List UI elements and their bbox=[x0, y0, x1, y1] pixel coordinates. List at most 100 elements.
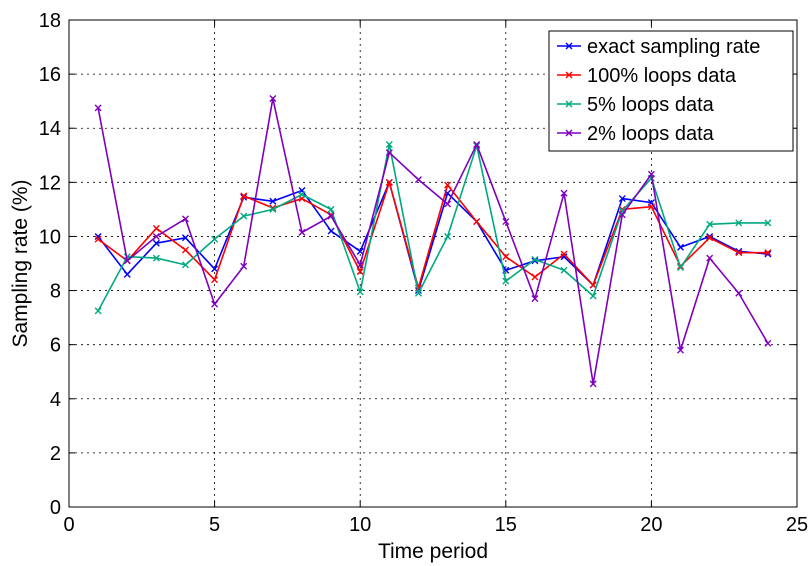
legend-label: 100% loops data bbox=[587, 65, 737, 87]
data-point bbox=[735, 219, 743, 227]
series-line bbox=[97, 181, 768, 292]
legend-item: 2% loops data bbox=[557, 123, 715, 145]
series-line bbox=[97, 181, 768, 289]
data-point bbox=[764, 249, 772, 257]
data-point bbox=[327, 227, 335, 235]
data-point bbox=[444, 181, 452, 189]
y-tick-label: 18 bbox=[39, 10, 61, 32]
y-tick-label: 8 bbox=[50, 281, 61, 303]
data-point bbox=[385, 149, 393, 157]
data-point bbox=[560, 250, 568, 258]
data-point bbox=[647, 203, 655, 211]
legend-marker bbox=[565, 100, 573, 108]
data-point bbox=[735, 249, 743, 257]
legend-label: 2% loops data bbox=[587, 123, 715, 145]
y-tick-label: 2 bbox=[50, 443, 61, 465]
data-point bbox=[502, 277, 510, 285]
x-tick-label: 20 bbox=[640, 514, 662, 536]
data-point bbox=[444, 200, 452, 208]
data-point bbox=[677, 243, 685, 251]
y-tick-label: 10 bbox=[39, 226, 61, 248]
y-tick-label: 4 bbox=[50, 389, 61, 411]
data-point bbox=[706, 234, 714, 242]
data-point bbox=[269, 197, 277, 205]
data-point bbox=[181, 246, 189, 254]
data-point bbox=[327, 205, 335, 213]
data-point bbox=[589, 292, 597, 300]
data-point bbox=[677, 264, 685, 272]
legend-box bbox=[548, 30, 794, 152]
series-line bbox=[97, 97, 769, 385]
x-tick-label: 5 bbox=[209, 514, 220, 536]
data-point bbox=[211, 300, 219, 308]
legend-marker bbox=[565, 71, 573, 79]
data-point bbox=[531, 273, 539, 281]
data-point bbox=[181, 215, 189, 223]
data-point bbox=[152, 239, 160, 247]
data-point bbox=[502, 218, 510, 226]
data-point bbox=[677, 346, 685, 354]
y-tick-label: 0 bbox=[50, 497, 61, 519]
data-point bbox=[618, 195, 626, 203]
data-point bbox=[152, 254, 160, 262]
y-tick-label: 16 bbox=[39, 64, 61, 86]
legend-label: exact sampling rate bbox=[587, 36, 760, 58]
data-point bbox=[94, 235, 102, 243]
data-point bbox=[560, 189, 568, 197]
y-tick-label: 6 bbox=[50, 335, 61, 357]
y-tick-label: 14 bbox=[39, 118, 61, 140]
series-group bbox=[94, 94, 772, 388]
data-point bbox=[356, 261, 364, 269]
data-point bbox=[706, 220, 714, 228]
data-point bbox=[152, 232, 160, 240]
data-point bbox=[502, 253, 510, 261]
data-point bbox=[269, 94, 277, 102]
data-point bbox=[181, 234, 189, 242]
axis-ticks: 0 5 10 15 20 25 0 2 4 6 8 10 12 14 16 18 bbox=[39, 10, 808, 536]
data-point bbox=[385, 140, 393, 148]
legend: exact sampling rate 100% loops data 5% loo… bbox=[548, 30, 794, 152]
legend-item: exact sampling rate bbox=[557, 36, 760, 58]
legend-marker bbox=[565, 129, 573, 137]
data-point bbox=[706, 254, 714, 262]
data-point bbox=[444, 232, 452, 240]
data-point bbox=[211, 235, 219, 243]
legend-item: 5% loops data bbox=[557, 94, 715, 116]
data-point bbox=[531, 295, 539, 303]
data-point bbox=[531, 257, 539, 265]
data-point bbox=[94, 232, 102, 240]
x-tick-label: 10 bbox=[349, 514, 371, 536]
data-point bbox=[240, 192, 248, 200]
x-tick-label: 25 bbox=[786, 514, 808, 536]
data-point bbox=[356, 247, 364, 255]
x-tick-label: 15 bbox=[495, 514, 517, 536]
series-3 bbox=[94, 140, 772, 315]
data-point bbox=[473, 218, 481, 226]
data-point bbox=[385, 178, 393, 186]
data-point bbox=[94, 307, 102, 315]
y-tick-label: 12 bbox=[39, 172, 61, 194]
data-point bbox=[298, 228, 306, 236]
y-axis-title: Sampling rate (%) bbox=[9, 179, 32, 347]
data-point bbox=[123, 257, 131, 265]
data-point bbox=[327, 212, 335, 220]
data-point bbox=[356, 268, 364, 276]
data-point bbox=[647, 170, 655, 178]
x-axis-title: Time period bbox=[378, 540, 488, 563]
data-point bbox=[735, 289, 743, 297]
data-point bbox=[531, 255, 539, 263]
series-line bbox=[97, 143, 768, 312]
series-4 bbox=[94, 94, 772, 388]
data-point bbox=[94, 104, 102, 112]
data-point bbox=[589, 281, 597, 289]
data-point bbox=[414, 176, 422, 184]
data-point bbox=[589, 380, 597, 388]
data-point bbox=[764, 219, 772, 227]
data-point bbox=[269, 205, 277, 213]
x-tick-label: 0 bbox=[63, 514, 74, 536]
legend-label: 5% loops data bbox=[587, 94, 715, 116]
data-point bbox=[473, 140, 481, 148]
legend-item: 100% loops data bbox=[557, 65, 737, 87]
